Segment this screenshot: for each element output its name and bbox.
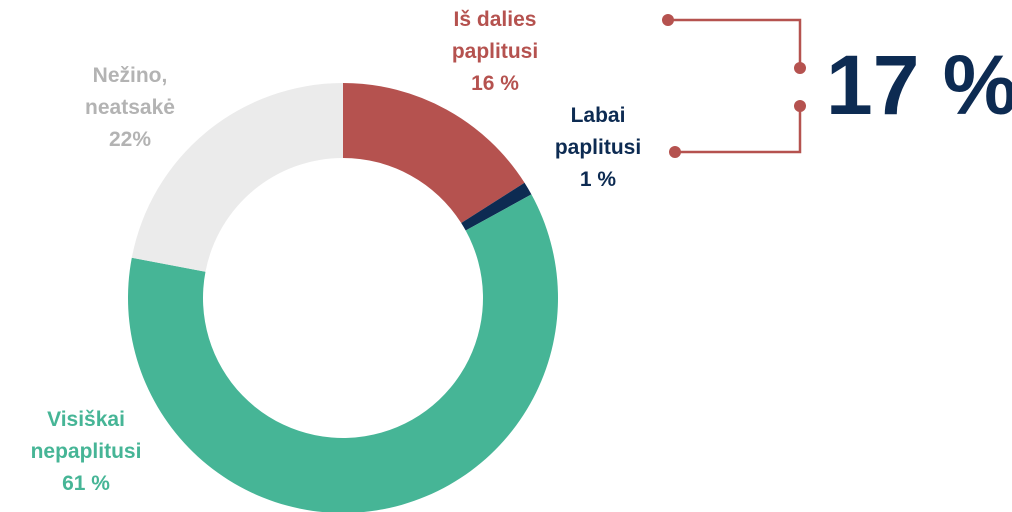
dot: [662, 14, 674, 26]
donut-segment: [131, 83, 343, 272]
value-label: 22%: [108, 128, 152, 151]
donut-segment: [461, 182, 532, 231]
dot: [669, 146, 681, 158]
bracket-bottom: [675, 106, 802, 154]
category-label: Labai paplitusi: [554, 104, 642, 159]
segment-label: Iš dalies paplitusi 16 %: [420, 4, 570, 100]
value-label: 61 %: [62, 472, 110, 495]
value-label: 16 %: [471, 72, 519, 95]
bracket: [668, 18, 802, 154]
category-label: Visiškai nepaplitusi: [30, 408, 142, 463]
category-label: Iš dalies paplitusi: [451, 8, 539, 63]
donut-segment: [343, 83, 525, 223]
bracket-dots: [662, 14, 806, 158]
dot: [794, 62, 806, 74]
annotation: 17 %: [826, 38, 1012, 132]
donut-segment: [128, 194, 558, 512]
segment-label: Nežino, neatsakė 22%: [50, 60, 210, 156]
value-label: 1 %: [579, 168, 617, 191]
segment-label: Labai paplitusi 1 %: [530, 100, 666, 196]
bracket-top: [668, 18, 802, 68]
dot: [794, 100, 806, 112]
category-label: Nežino, neatsakė: [85, 64, 175, 119]
segment-label: Visiškai nepaplitusi 61 %: [0, 404, 172, 500]
